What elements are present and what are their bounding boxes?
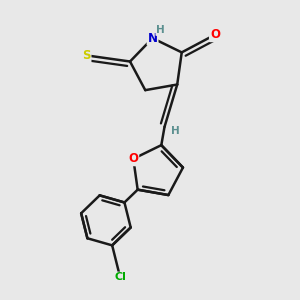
Text: O: O xyxy=(210,28,220,41)
Text: Cl: Cl xyxy=(114,272,126,283)
Text: H: H xyxy=(171,125,180,136)
Text: H: H xyxy=(156,25,165,35)
Text: O: O xyxy=(128,152,138,165)
Text: N: N xyxy=(148,32,158,45)
Text: S: S xyxy=(82,49,91,62)
